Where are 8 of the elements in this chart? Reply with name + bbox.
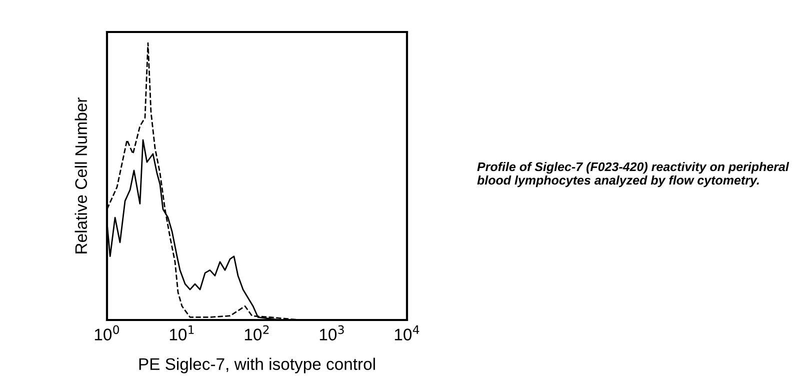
y-axis-title: Relative Cell Number xyxy=(74,98,88,254)
x-axis-title: PE Siglec-7, with isotype control xyxy=(139,358,375,374)
x-tick-label: 10$^{0}$ xyxy=(94,325,120,340)
x-tick-label: 10$^{1}$ xyxy=(170,325,194,340)
x-tick-label: 10$^{4}$ xyxy=(394,325,420,340)
text: Profile of Siglec-7 (F023-420) reactivity on peripheral blood lymphocytes analyzed by flow cytometry. xyxy=(477,162,790,188)
x-tick-label: 10$^{2}$ xyxy=(244,325,269,340)
x-tick-label: 10$^{3}$ xyxy=(320,325,344,340)
